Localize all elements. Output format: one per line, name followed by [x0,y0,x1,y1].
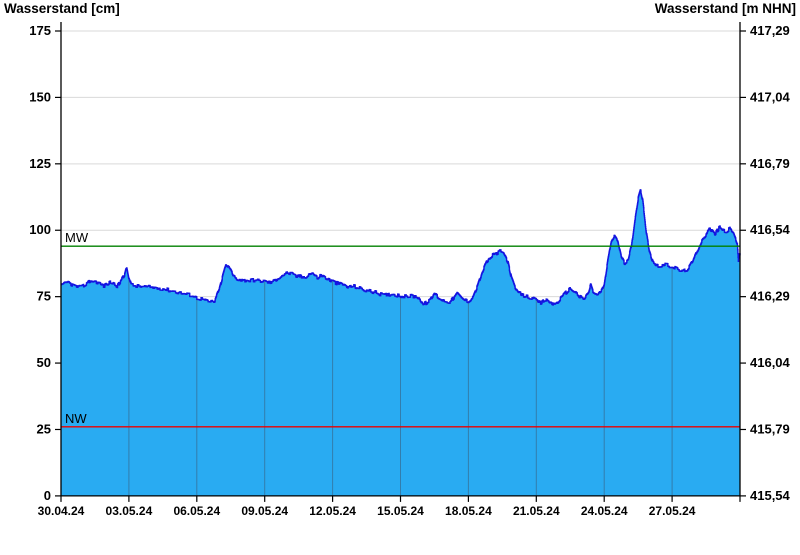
svg-text:125: 125 [29,156,51,171]
svg-text:415,54: 415,54 [750,488,791,503]
svg-text:MW: MW [65,230,89,245]
svg-text:25: 25 [37,421,51,436]
svg-text:21.05.24: 21.05.24 [513,504,560,518]
svg-text:416,04: 416,04 [750,355,791,370]
svg-text:09.05.24: 09.05.24 [241,504,288,518]
svg-text:27.05.24: 27.05.24 [649,504,696,518]
svg-text:175: 175 [29,23,51,38]
svg-text:Wasserstand [m NHN]: Wasserstand [m NHN] [655,1,796,16]
svg-text:417,04: 417,04 [750,89,791,104]
svg-text:415,79: 415,79 [750,421,790,436]
svg-text:15.05.24: 15.05.24 [377,504,424,518]
svg-text:100: 100 [29,222,51,237]
svg-text:0: 0 [44,488,51,503]
svg-text:150: 150 [29,89,51,104]
svg-text:416,54: 416,54 [750,222,791,237]
svg-text:12.05.24: 12.05.24 [309,504,356,518]
svg-text:NW: NW [65,411,87,426]
svg-text:416,79: 416,79 [750,156,790,171]
svg-text:416,29: 416,29 [750,289,790,304]
svg-text:75: 75 [37,289,51,304]
svg-text:417,29: 417,29 [750,23,790,38]
svg-text:03.05.24: 03.05.24 [106,504,153,518]
svg-text:18.05.24: 18.05.24 [445,504,492,518]
svg-text:06.05.24: 06.05.24 [173,504,220,518]
svg-text:24.05.24: 24.05.24 [581,504,628,518]
svg-text:50: 50 [37,355,51,370]
svg-text:30.04.24: 30.04.24 [38,504,85,518]
svg-text:Wasserstand [cm]: Wasserstand [cm] [4,1,120,16]
